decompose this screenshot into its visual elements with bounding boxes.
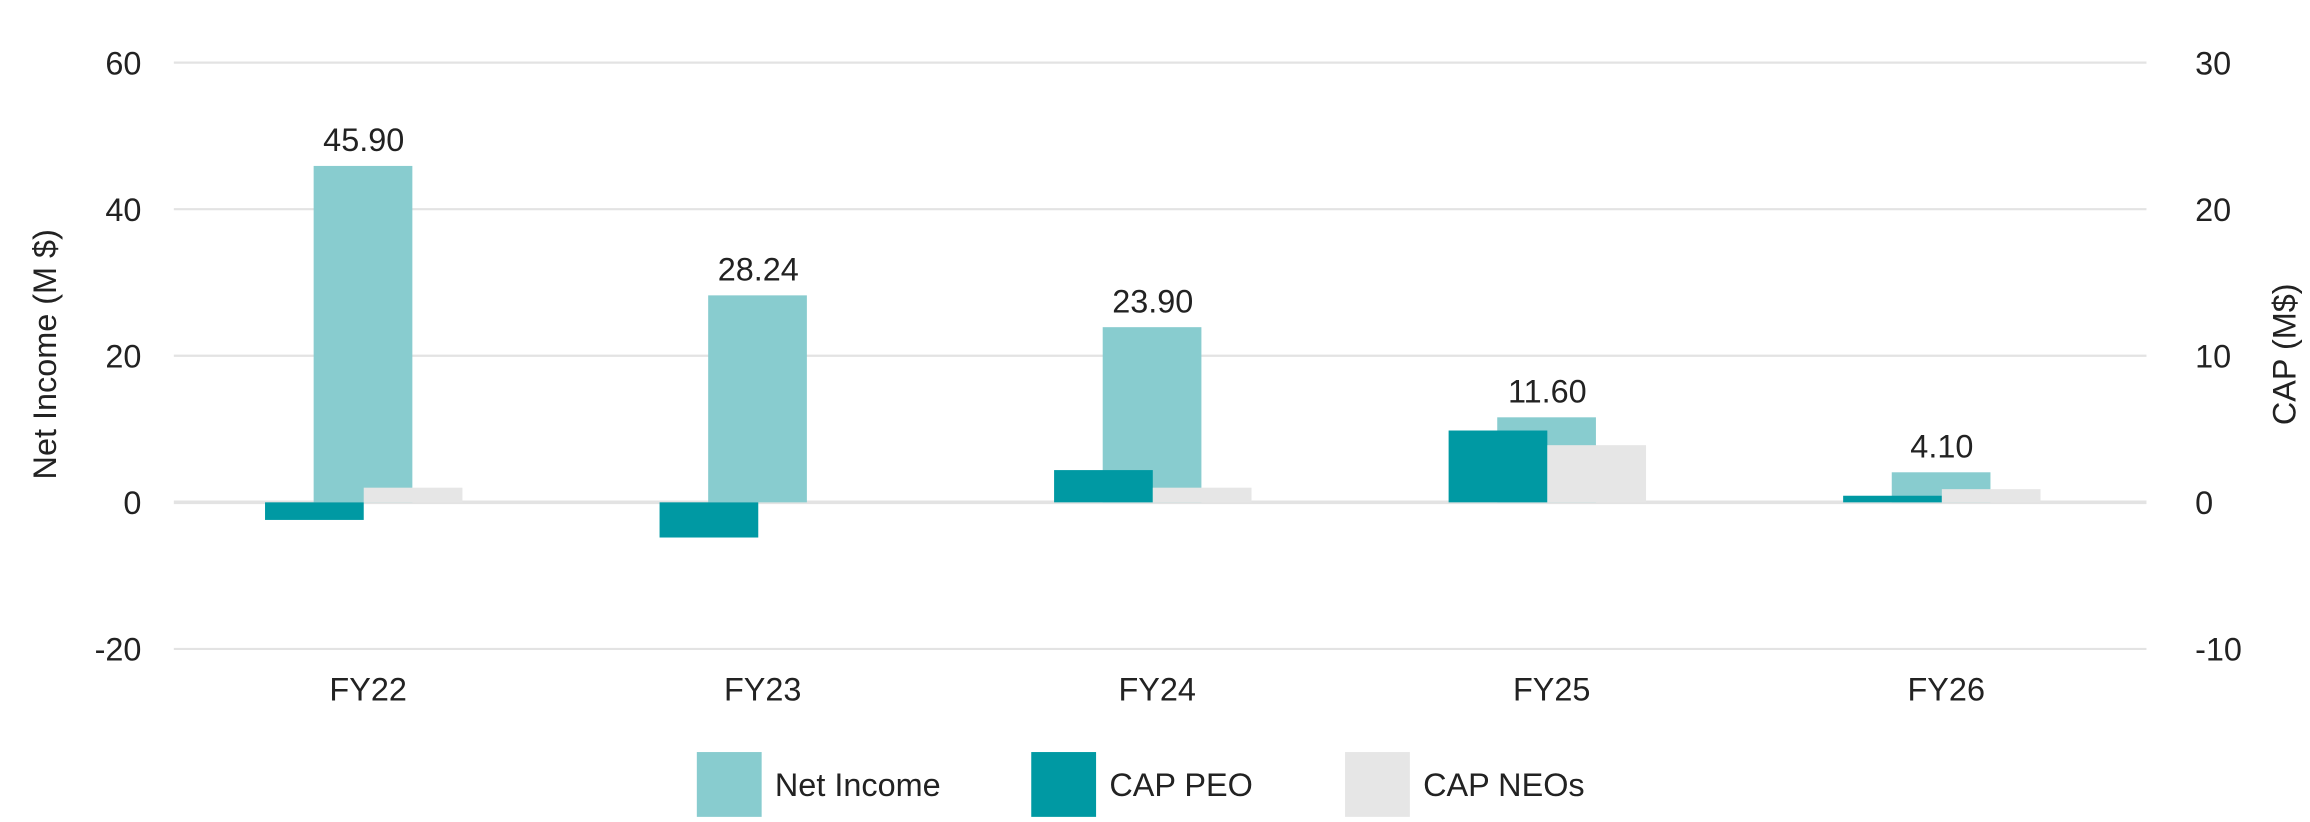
legend-swatch xyxy=(1031,752,1097,817)
y-tick-left: 20 xyxy=(105,339,141,375)
y-tick-left: 0 xyxy=(123,485,141,521)
y-tick-left: 40 xyxy=(105,192,141,228)
bar-net-income xyxy=(708,295,807,503)
bar-net-income xyxy=(313,165,413,503)
data-label: 28.24 xyxy=(718,252,799,288)
legend: Net Income CAP PEO CAP NEOs xyxy=(696,752,1585,817)
bar-cap-neos xyxy=(363,487,463,503)
y-tick-right: 30 xyxy=(2195,45,2231,81)
x-tick: FY26 xyxy=(1908,671,1985,707)
bar-cap-neos xyxy=(1941,489,2041,503)
y-tick-right: -10 xyxy=(2195,632,2242,668)
y-axis-right-label: CAP (M$) xyxy=(2266,283,2302,425)
bars: 45.90 28.24 23.90 11.60 4.10 xyxy=(265,122,2041,538)
bar-cap-peo xyxy=(265,502,364,520)
data-label: 45.90 xyxy=(323,122,404,158)
y-tick-right: 0 xyxy=(2195,485,2213,521)
bar-cap-peo xyxy=(1054,470,1153,503)
x-tick: FY23 xyxy=(724,671,801,707)
data-label: 23.90 xyxy=(1112,283,1193,319)
bar-cap-peo xyxy=(1448,430,1548,503)
legend-label: CAP NEOs xyxy=(1423,767,1584,803)
legend-swatch xyxy=(696,752,762,817)
legend-label: CAP PEO xyxy=(1109,767,1253,803)
y-tick-right: 10 xyxy=(2195,339,2231,375)
bar-cap-peo xyxy=(1843,495,1942,503)
y-tick-left: 60 xyxy=(105,45,141,81)
y-tick-left: -20 xyxy=(95,632,142,668)
bar-cap-neos xyxy=(1547,445,1647,503)
y-axis-left-label: Net Income (M $) xyxy=(27,229,63,479)
data-label: 4.10 xyxy=(1910,429,1973,465)
legend-label: Net Income xyxy=(775,767,941,803)
legend-swatch xyxy=(1345,752,1410,817)
x-tick: FY24 xyxy=(1118,671,1195,707)
x-tick: FY25 xyxy=(1513,671,1590,707)
bar-cap-neos xyxy=(1152,487,1252,503)
data-label: 11.60 xyxy=(1508,374,1587,410)
axis-ticks: 60 30 40 20 20 10 0 0 -20 -10 FY22 FY23 FY24 FY25 FY26 xyxy=(95,45,2242,707)
y-tick-right: 20 xyxy=(2195,192,2231,228)
x-tick: FY22 xyxy=(329,671,406,707)
bar-cap-peo xyxy=(659,502,759,538)
